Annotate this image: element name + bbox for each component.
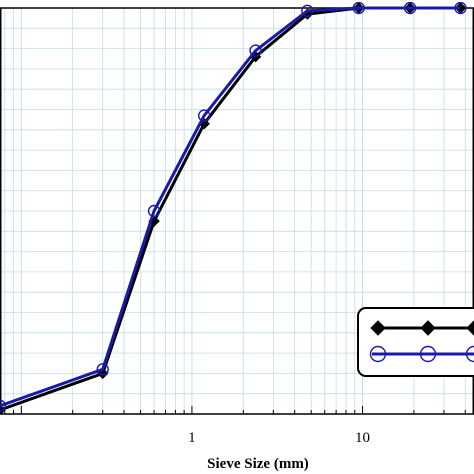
circle-marker <box>352 2 365 15</box>
circle-marker <box>96 363 109 376</box>
circle-marker <box>249 44 262 57</box>
circle-marker <box>301 4 314 18</box>
series-line <box>0 6 461 408</box>
diamond-marker <box>466 320 474 336</box>
circle-marker <box>419 345 437 363</box>
x-axis-title: Sieve Size (mm) <box>207 456 309 472</box>
legend-entries <box>369 320 474 363</box>
legend-entry-1 <box>370 320 474 336</box>
x-tick-label: 1 <box>188 430 196 446</box>
circle-marker <box>0 399 7 413</box>
series-layer <box>0 2 467 414</box>
series-2 <box>0 2 467 413</box>
diamond-marker <box>370 320 386 336</box>
circle-marker <box>369 345 387 363</box>
circle-marker <box>147 204 161 218</box>
diamond-marker <box>420 320 436 336</box>
legend-box <box>357 307 474 377</box>
circle-marker <box>197 109 211 122</box>
circle-marker <box>403 2 417 15</box>
legend <box>357 307 474 377</box>
circle-marker <box>454 2 467 15</box>
plot-area-frame <box>0 7 474 415</box>
legend-entry-2 <box>369 345 474 363</box>
circle-marker <box>465 345 474 363</box>
x-tick-label: 10 <box>355 430 370 446</box>
x-axis: 1 10 <box>4 406 466 446</box>
